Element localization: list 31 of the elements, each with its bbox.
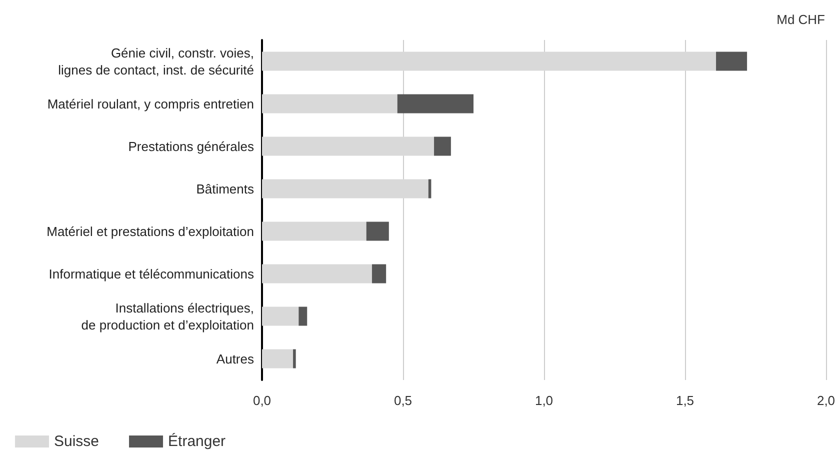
x-tick-label: 2,0 <box>816 393 836 408</box>
bar <box>262 222 366 241</box>
y-tick-label: Matériel roulant, y compris entretien <box>47 96 254 112</box>
bar <box>293 349 296 368</box>
bar <box>262 136 434 156</box>
y-tick-label: Bâtiments <box>196 181 254 196</box>
y-tick-label: Génie civil, constr. voies, lignes de contact, inst. de sécurité <box>58 45 254 78</box>
y-tick-label: Prestations générales <box>128 138 254 154</box>
x-tick-label: 0,5 <box>394 393 412 408</box>
y-tick-label: Installations électriques, de production et d’exploitation <box>81 300 254 332</box>
y-tick-label: Matériel et prestations d’exploitation <box>46 224 254 239</box>
bar <box>262 349 294 368</box>
bar <box>372 264 386 284</box>
bar <box>262 264 372 284</box>
x-axis-title: Md CHF <box>776 12 826 27</box>
bar <box>262 94 398 114</box>
bar <box>366 222 389 241</box>
bar <box>716 52 748 71</box>
x-tick-label: 1,5 <box>676 393 694 408</box>
bar <box>434 136 451 156</box>
x-tick-label: 0,0 <box>252 393 272 408</box>
x-tick-label: 1,0 <box>534 393 554 408</box>
bar <box>262 52 716 71</box>
bar <box>262 179 428 198</box>
y-tick-label: Informatique et télécommunications <box>48 266 254 282</box>
y-tick-label: Autres <box>216 351 254 366</box>
bar <box>262 306 299 326</box>
bar <box>397 94 474 114</box>
legend-label: Suisse <box>54 433 100 450</box>
legend-label: Étranger <box>168 432 226 450</box>
bar <box>298 306 308 326</box>
